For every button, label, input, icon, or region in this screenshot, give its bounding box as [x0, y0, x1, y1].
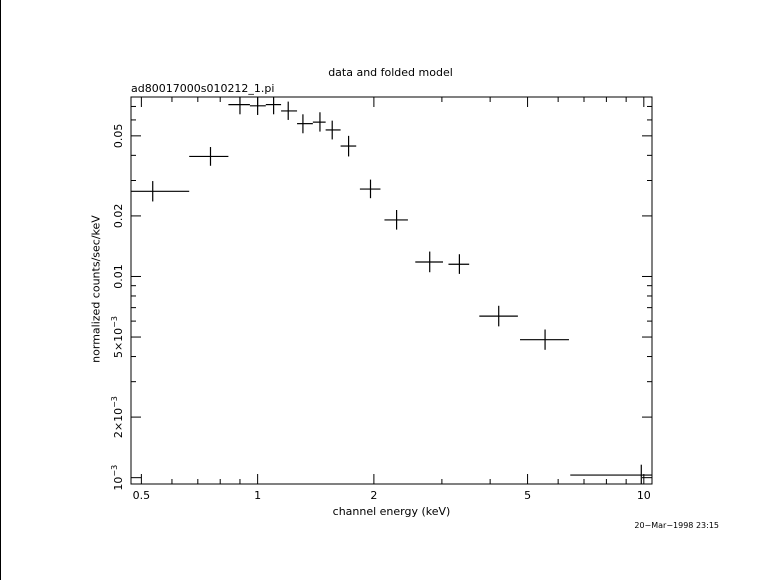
y-tick-label: 5×10−3 [110, 316, 125, 358]
axis-ticks [131, 97, 652, 484]
x-tick-label: 10 [637, 489, 651, 502]
window-left-border [0, 0, 1, 580]
data-points [131, 97, 652, 484]
data-point [281, 101, 298, 120]
data-point [325, 120, 341, 140]
data-point [570, 464, 652, 484]
y-tick-label: 2×10−3 [110, 396, 125, 438]
data-point [520, 329, 569, 350]
data-point [384, 210, 408, 230]
data-point [189, 147, 229, 166]
plot-frame [130, 96, 653, 485]
chart-title: data and folded model [328, 66, 453, 79]
data-point [265, 97, 282, 115]
axis-tick-labels: 0.5 1 2 5 10 10−3 2×10−3 5×10−3 0.01 0.02 0.05 [110, 124, 651, 502]
y-tick-label: 0.02 [112, 204, 125, 229]
data-point [415, 251, 444, 273]
data-point [228, 97, 250, 115]
y-tick-label: 10−3 [110, 465, 125, 491]
data-point [131, 181, 190, 202]
data-point [312, 112, 326, 132]
dataset-filename: ad80017000s010212_1.pi [131, 82, 275, 95]
x-tick-label: 1 [254, 489, 261, 502]
x-tick-label: 0.5 [133, 489, 151, 502]
x-axis-label: channel energy (keV) [332, 505, 451, 518]
plot-timestamp: 20−Mar−1998 23:15 [634, 521, 719, 530]
y-tick-label: 0.05 [112, 124, 125, 149]
data-point [479, 305, 518, 327]
data-point [297, 114, 313, 134]
x-tick-label: 5 [524, 489, 531, 502]
data-point [448, 254, 470, 274]
data-point [249, 97, 266, 115]
data-point [340, 135, 357, 157]
y-tick-label: 0.01 [112, 264, 125, 289]
data-point [359, 179, 381, 199]
x-tick-label: 2 [370, 489, 377, 502]
